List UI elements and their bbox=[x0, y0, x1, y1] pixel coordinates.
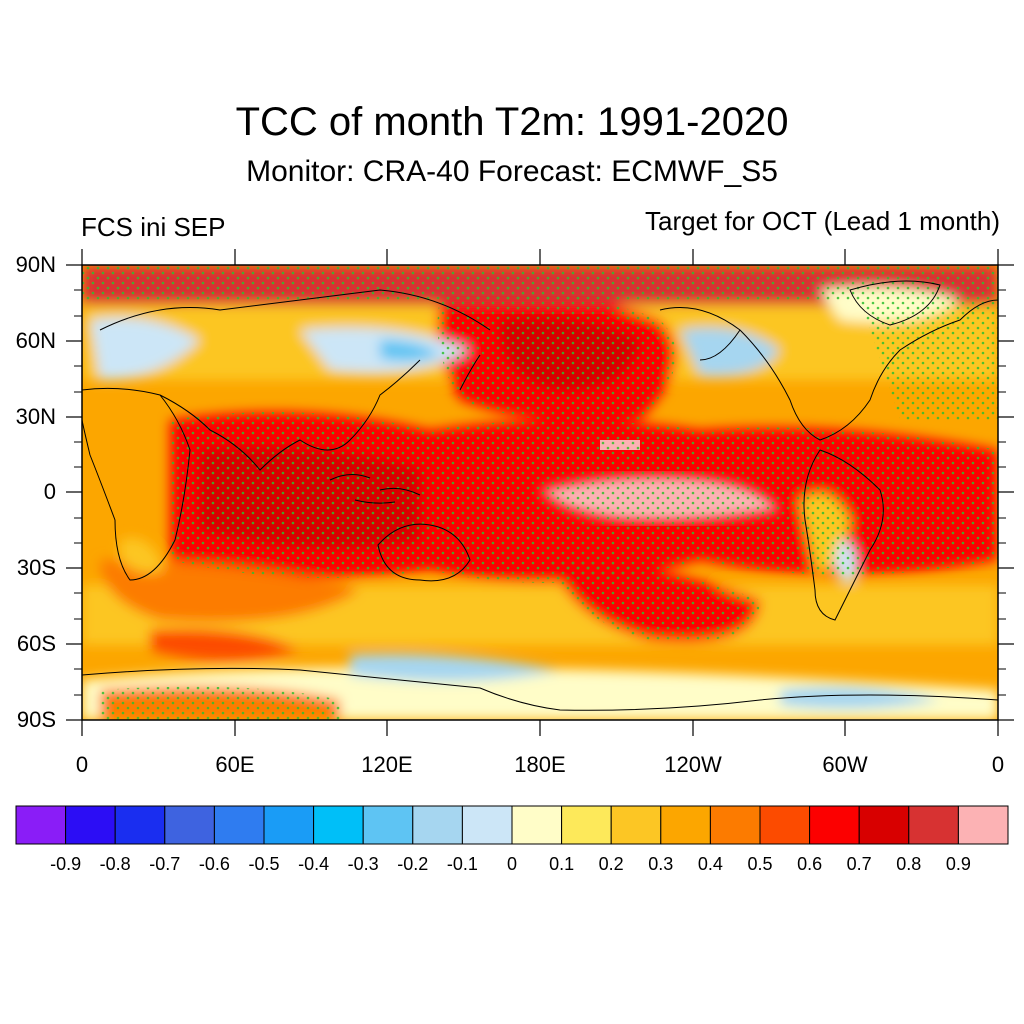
colorbar-label: -0.1 bbox=[446, 854, 478, 874]
colorbar-label: -0.6 bbox=[198, 854, 230, 874]
lon-label-180e: 180E bbox=[514, 752, 566, 777]
lat-label-90n: 90N bbox=[15, 252, 56, 277]
colorbar-label: 0.4 bbox=[697, 854, 723, 874]
lon-label-120w: 120W bbox=[664, 752, 722, 777]
lon-label-120e: 120E bbox=[361, 752, 413, 777]
colorbar-box bbox=[412, 805, 463, 845]
colorbar-label: -0.9 bbox=[50, 854, 82, 874]
colorbar-label: 0.5 bbox=[747, 854, 773, 874]
colorbar-box bbox=[362, 805, 414, 845]
colorbar-label: 0.2 bbox=[598, 854, 624, 874]
colorbar-box bbox=[610, 805, 662, 845]
colorbar-box bbox=[957, 805, 1009, 845]
colorbar-label: 0.9 bbox=[945, 854, 971, 874]
minor-ticks bbox=[74, 289, 1006, 696]
lat-label-30n: 30N bbox=[15, 404, 56, 429]
colorbar-label: -0.4 bbox=[298, 854, 330, 874]
lon-label-0: 0 bbox=[75, 752, 89, 777]
lat-label-90s: 90S bbox=[16, 707, 56, 732]
colorbar-box bbox=[858, 805, 910, 845]
lat-label-60n: 60N bbox=[15, 328, 56, 353]
lat-label-eq: 0 bbox=[43, 479, 56, 504]
colorbar-box bbox=[511, 805, 563, 845]
colorbar-label: 0.7 bbox=[846, 854, 872, 874]
lat-label-60s: 60S bbox=[16, 631, 56, 656]
colorbar-box bbox=[164, 805, 215, 845]
chart-title: TCC of month T2m: 1991-2020 bbox=[235, 100, 789, 144]
colorbar-label: 0.3 bbox=[648, 854, 674, 874]
colorbar-box bbox=[709, 805, 761, 845]
colorbar-label: 0.8 bbox=[896, 854, 922, 874]
colorbar-box bbox=[114, 805, 166, 845]
colorbar-box bbox=[263, 805, 315, 845]
colorbar-label: -0.5 bbox=[248, 854, 280, 874]
lon-label-0-east: 0 bbox=[991, 752, 1005, 777]
colorbar-box bbox=[65, 805, 116, 845]
colorbar-label: 0 bbox=[506, 854, 518, 874]
colorbar-label: -0.7 bbox=[149, 854, 181, 874]
target-label: Target for OCT (Lead 1 month) bbox=[644, 206, 1000, 236]
colorbar-label: 0.6 bbox=[797, 854, 823, 874]
coastlines bbox=[82, 280, 998, 711]
colorbar-box bbox=[461, 805, 513, 845]
colorbar-box bbox=[908, 805, 959, 845]
lat-label-30s: 30S bbox=[16, 555, 56, 580]
colorbar-label: 0.1 bbox=[549, 854, 575, 874]
colorbar-box bbox=[313, 805, 364, 845]
colorbar-label: -0.8 bbox=[99, 854, 131, 874]
colorbar-box bbox=[15, 805, 67, 845]
colorbar-label: -0.2 bbox=[397, 854, 429, 874]
init-label: FCS ini SEP bbox=[81, 212, 226, 242]
axis-ticks bbox=[66, 249, 1014, 736]
lon-label-60e: 60E bbox=[215, 752, 255, 777]
colorbar-box bbox=[561, 805, 612, 845]
colorbar-box bbox=[660, 805, 711, 845]
lon-label-60w: 60W bbox=[822, 752, 868, 777]
colorbar-label: -0.3 bbox=[347, 854, 379, 874]
colorbar-box bbox=[213, 805, 265, 845]
chart-subtitle: Monitor: CRA-40 Forecast: ECMWF_S5 bbox=[246, 155, 778, 188]
colorbar-box bbox=[759, 805, 811, 845]
colorbar-box bbox=[809, 805, 860, 845]
